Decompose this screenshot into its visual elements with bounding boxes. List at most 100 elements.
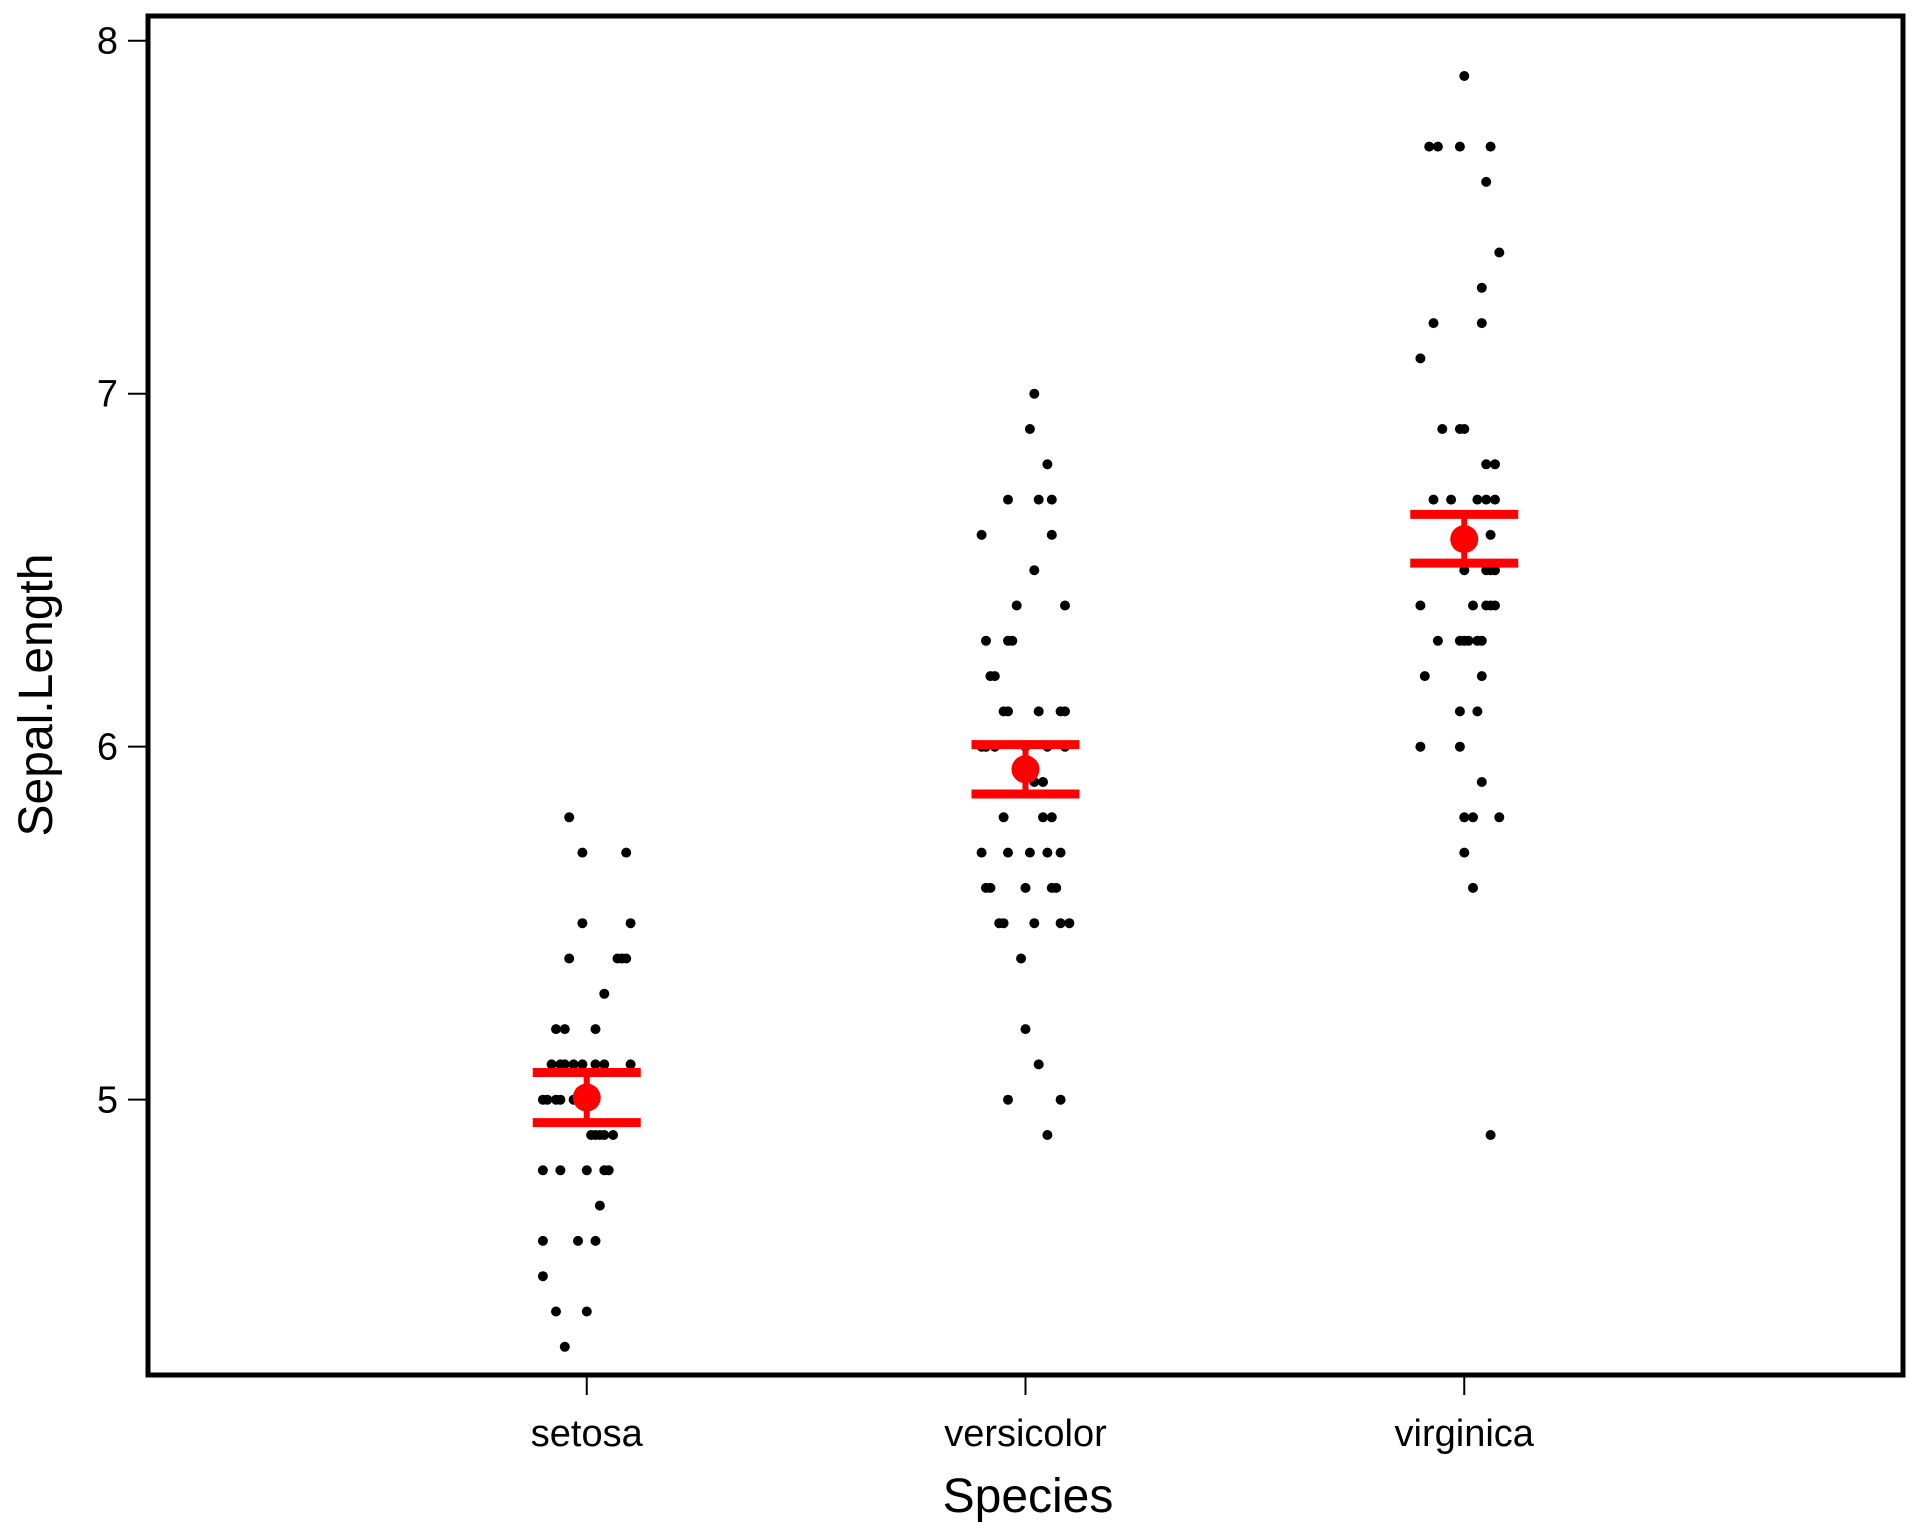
data-point-virginica: [1454, 741, 1465, 752]
data-point-virginica: [1485, 529, 1496, 540]
data-point-setosa: [555, 1165, 566, 1176]
data-point-versicolor: [1003, 706, 1013, 717]
data-point-setosa: [577, 918, 588, 929]
data-point-virginica: [1459, 71, 1470, 81]
x-tick-label-setosa: setosa: [531, 1413, 644, 1455]
data-point-virginica: [1415, 600, 1426, 611]
data-point-virginica: [1432, 635, 1443, 646]
data-point-setosa: [559, 1059, 570, 1070]
data-point-versicolor: [1029, 388, 1040, 399]
data-point-setosa: [599, 1059, 610, 1070]
data-point-virginica: [1459, 424, 1470, 434]
data-point-virginica: [1468, 812, 1478, 823]
data-point-setosa: [599, 988, 610, 999]
data-point-virginica: [1472, 706, 1483, 717]
data-point-virginica: [1454, 141, 1465, 152]
data-point-setosa: [551, 1306, 561, 1317]
data-point-virginica: [1463, 635, 1474, 646]
data-point-versicolor: [976, 847, 987, 858]
data-point-virginica: [1490, 600, 1500, 611]
data-point-setosa: [577, 847, 588, 858]
data-point-virginica: [1490, 459, 1500, 470]
data-point-versicolor: [1051, 882, 1062, 893]
data-point-setosa: [559, 1341, 570, 1352]
data-point-virginica: [1428, 318, 1439, 329]
data-point-versicolor: [1042, 459, 1053, 470]
y-tick-label: 7: [97, 374, 118, 416]
x-axis-title: Species: [943, 1470, 1114, 1523]
data-point-versicolor: [1020, 1024, 1031, 1035]
data-point-virginica: [1459, 812, 1470, 823]
data-point-virginica: [1490, 494, 1500, 505]
data-point-setosa: [603, 1165, 614, 1176]
data-point-virginica: [1481, 494, 1492, 505]
data-point-setosa: [608, 1130, 619, 1140]
data-point-virginica: [1481, 176, 1492, 187]
data-point-versicolor: [1060, 600, 1070, 611]
data-point-virginica: [1490, 565, 1500, 576]
data-point-versicolor: [1003, 1094, 1013, 1105]
data-point-versicolor: [976, 529, 987, 540]
data-point-virginica: [1446, 494, 1457, 505]
data-point-virginica: [1459, 565, 1470, 576]
data-point-setosa: [551, 1024, 561, 1035]
data-point-setosa: [573, 1235, 583, 1246]
data-point-versicolor: [1060, 706, 1070, 717]
plot-marks: [532, 71, 1519, 1352]
data-point-setosa: [581, 1165, 592, 1176]
data-point-setosa: [581, 1306, 592, 1317]
data-point-setosa: [568, 1059, 579, 1070]
data-point-versicolor: [1055, 847, 1066, 858]
data-point-versicolor: [1029, 918, 1040, 929]
data-point-virginica: [1494, 247, 1505, 258]
data-point-virginica: [1428, 494, 1439, 505]
data-point-versicolor: [1003, 494, 1013, 505]
data-point-versicolor: [1020, 882, 1031, 893]
data-point-virginica: [1437, 424, 1448, 434]
data-point-versicolor: [1003, 847, 1013, 858]
data-point-versicolor: [1038, 812, 1048, 823]
data-point-versicolor: [981, 635, 991, 646]
data-point-setosa: [621, 847, 632, 858]
data-point-versicolor: [1024, 847, 1035, 858]
data-point-versicolor: [1024, 424, 1035, 434]
data-point-virginica: [1485, 141, 1496, 152]
mean-point-virginica: [1450, 525, 1479, 554]
data-point-versicolor: [1033, 494, 1044, 505]
data-point-virginica: [1476, 635, 1487, 646]
data-point-virginica: [1415, 741, 1426, 752]
mean-point-setosa: [572, 1083, 601, 1112]
data-point-setosa: [590, 1059, 601, 1070]
data-point-versicolor: [1029, 565, 1040, 576]
data-point-virginica: [1419, 671, 1430, 682]
data-point-virginica: [1468, 882, 1478, 893]
data-point-virginica: [1472, 494, 1483, 505]
data-point-virginica: [1485, 1130, 1496, 1140]
plot-frame: [145, 13, 1906, 1378]
x-tick-label-versicolor: versicolor: [944, 1413, 1107, 1455]
y-tick-label: 5: [97, 1080, 118, 1122]
data-point-versicolor: [1038, 777, 1048, 787]
data-point-setosa: [564, 953, 575, 964]
data-point-virginica: [1454, 706, 1465, 717]
data-point-virginica: [1476, 282, 1487, 293]
data-point-setosa: [542, 1094, 553, 1105]
data-point-virginica: [1424, 141, 1435, 152]
data-point-versicolor: [1046, 529, 1057, 540]
data-point-versicolor: [1055, 1094, 1066, 1105]
data-point-virginica: [1481, 459, 1492, 470]
data-point-setosa: [625, 1059, 636, 1070]
data-point-versicolor: [998, 918, 1009, 929]
data-point-setosa: [537, 1271, 548, 1282]
data-point-setosa: [559, 1024, 570, 1035]
x-tick-label-virginica: virginica: [1395, 1413, 1535, 1455]
data-point-setosa: [564, 812, 575, 823]
data-point-setosa: [625, 918, 636, 929]
y-tick-label: 8: [97, 21, 118, 63]
data-point-versicolor: [1042, 847, 1053, 858]
data-point-versicolor: [1046, 812, 1057, 823]
data-point-virginica: [1468, 600, 1478, 611]
data-point-setosa: [537, 1235, 548, 1246]
data-point-versicolor: [1046, 494, 1057, 505]
